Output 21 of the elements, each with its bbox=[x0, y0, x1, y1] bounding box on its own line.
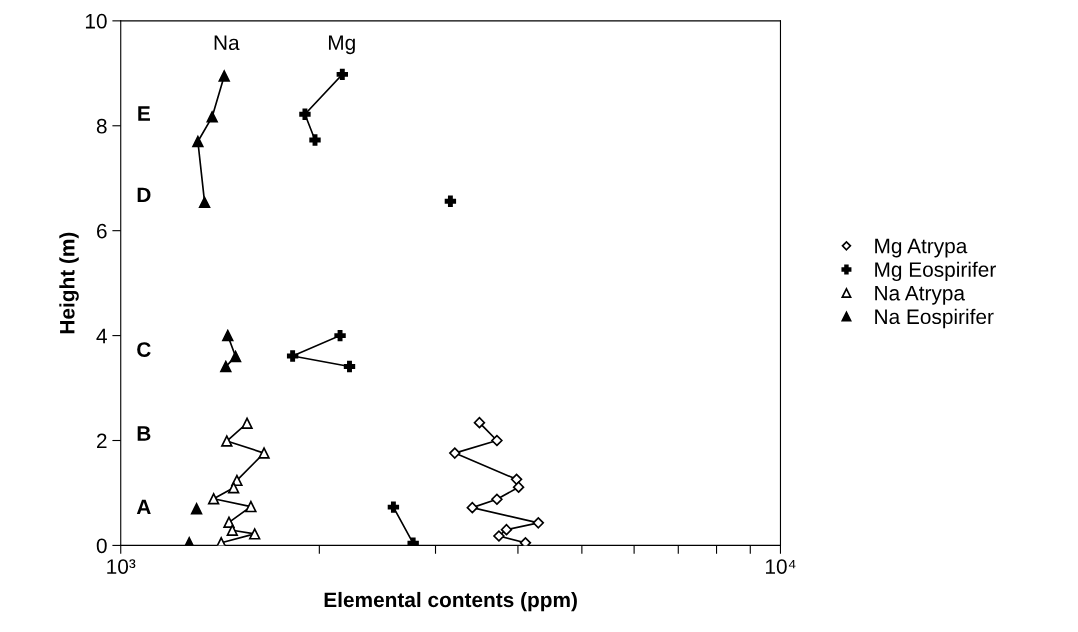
annotation: B bbox=[137, 426, 151, 441]
legend-label: Na Atrypa bbox=[875, 285, 966, 305]
y-tick-label: 10 bbox=[85, 13, 107, 29]
x-axis-title: Elemental contents (ppm) bbox=[324, 591, 577, 612]
y-tick-label: 4 bbox=[96, 328, 107, 344]
x-tick-label: 10⁴ bbox=[766, 559, 796, 574]
annotation: Na bbox=[214, 35, 240, 51]
annotation: D bbox=[137, 187, 151, 202]
y-axis-title: Height (m) bbox=[59, 232, 79, 334]
legend-label: Mg Atrypa bbox=[875, 238, 968, 258]
y-tick-label: 2 bbox=[97, 433, 107, 449]
y-tick-label: 0 bbox=[96, 538, 107, 554]
legend-label: Mg Eospirifer bbox=[875, 261, 996, 282]
x-tick-label: 10³ bbox=[107, 559, 136, 574]
annotation: A bbox=[136, 499, 151, 515]
y-tick-label: 8 bbox=[96, 118, 107, 134]
y-tick-label: 6 bbox=[97, 223, 107, 239]
annotation: E bbox=[138, 106, 150, 121]
annotation: Mg bbox=[328, 35, 355, 55]
annotation: C bbox=[137, 342, 151, 357]
legend-label: Na Eospirifer bbox=[875, 308, 994, 329]
